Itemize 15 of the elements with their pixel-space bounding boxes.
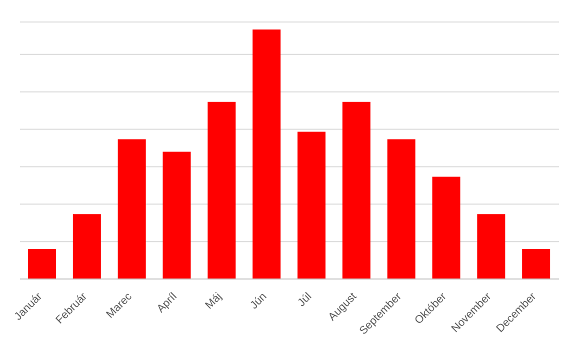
bar <box>387 139 416 279</box>
bar <box>522 249 550 279</box>
bar <box>118 139 146 279</box>
bar <box>342 102 370 279</box>
bar <box>72 214 101 279</box>
bar <box>208 102 236 279</box>
bar <box>28 249 56 279</box>
x-tick-label: Máj <box>203 290 224 312</box>
bar <box>477 214 506 279</box>
bar <box>252 29 281 279</box>
bar <box>162 152 191 279</box>
x-tick-label: Jún <box>248 290 270 312</box>
x-tick-label: Júl <box>296 290 314 310</box>
bar <box>432 176 460 279</box>
bar <box>298 132 326 279</box>
